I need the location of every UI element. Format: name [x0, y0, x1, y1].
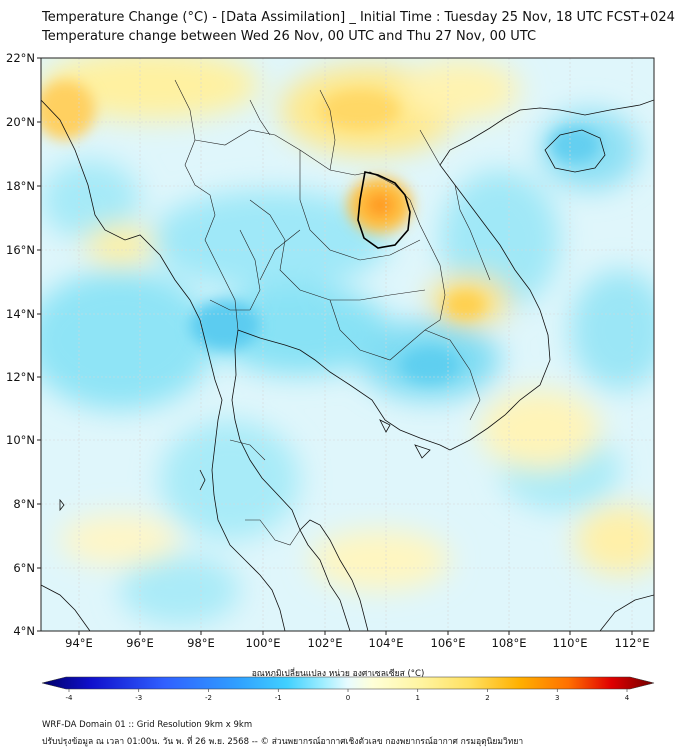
lat-label: 16°N: [6, 243, 35, 257]
colorbar-tick-label: 0: [346, 694, 350, 702]
lon-label: 110°E: [553, 636, 588, 650]
title-line-2: Temperature change between Wed 26 Nov, 0…: [42, 29, 537, 44]
lon-label: 94°E: [65, 636, 93, 650]
lat-label: 20°N: [6, 115, 35, 129]
lon-label: 100°E: [246, 636, 281, 650]
title-line-1: Temperature Change (°C) - [Data Assimila…: [42, 10, 675, 25]
coastlines: [41, 99, 654, 631]
lat-label: 10°N: [6, 433, 35, 447]
latitude-labels: 22°N 20°N 18°N 16°N 14°N 12°N 10°N 8°N 6…: [6, 51, 35, 638]
colorbar-bar: [41, 676, 655, 690]
highlighted-province-outline: [357, 171, 411, 249]
tick-marks: [37, 57, 633, 635]
lat-label: 4°N: [13, 624, 35, 638]
lon-label: 104°E: [369, 636, 404, 650]
lat-label: 18°N: [6, 179, 35, 193]
lat-label: 8°N: [13, 497, 35, 511]
footer-update-info: ปรับปรุงข้อมูล ณ เวลา 01:00น. วัน พ. ที่…: [42, 737, 524, 747]
colorbar: -4 -3 -2 -1 0 1 2 3 4: [41, 676, 655, 702]
map-frame: [40, 57, 655, 632]
footer-model-info: WRF-DA Domain 01 :: Grid Resolution 9km …: [42, 720, 253, 730]
colorbar-tick-label: -1: [275, 694, 282, 702]
lat-label: 12°N: [6, 370, 35, 384]
lat-label: 14°N: [6, 307, 35, 321]
lon-label: 102°E: [308, 636, 343, 650]
colorbar-title: อุณหภูมิเปลี่ยนแปลง หน่วย องศาเซลเซียส (…: [251, 669, 425, 679]
colorbar-ticks: -4 -3 -2 -1 0 1 2 3 4: [66, 689, 630, 702]
colorbar-tick-label: 1: [416, 694, 420, 702]
lon-label: 96°E: [126, 636, 154, 650]
temperature-field: [41, 58, 654, 631]
admin-borders: [174, 79, 491, 546]
lon-label: 98°E: [187, 636, 215, 650]
colorbar-tick-label: 3: [555, 694, 559, 702]
temperature-change-map: 22°N 20°N 18°N 16°N 14°N 12°N 10°N 8°N 6…: [6, 51, 655, 650]
colorbar-tick-label: 2: [485, 694, 489, 702]
lat-label: 6°N: [13, 561, 35, 575]
lon-label: 112°E: [615, 636, 650, 650]
lon-label: 106°E: [431, 636, 466, 650]
lat-label: 22°N: [6, 51, 35, 65]
colorbar-tick-label: -3: [135, 694, 142, 702]
longitude-labels: 94°E 96°E 98°E 100°E 102°E 104°E 106°E 1…: [65, 636, 649, 650]
colorbar-tick-label: -4: [66, 694, 74, 702]
lon-label: 108°E: [492, 636, 527, 650]
graticule: [41, 58, 654, 631]
colorbar-tick-label: -2: [205, 694, 212, 702]
colorbar-tick-label: 4: [625, 694, 630, 702]
